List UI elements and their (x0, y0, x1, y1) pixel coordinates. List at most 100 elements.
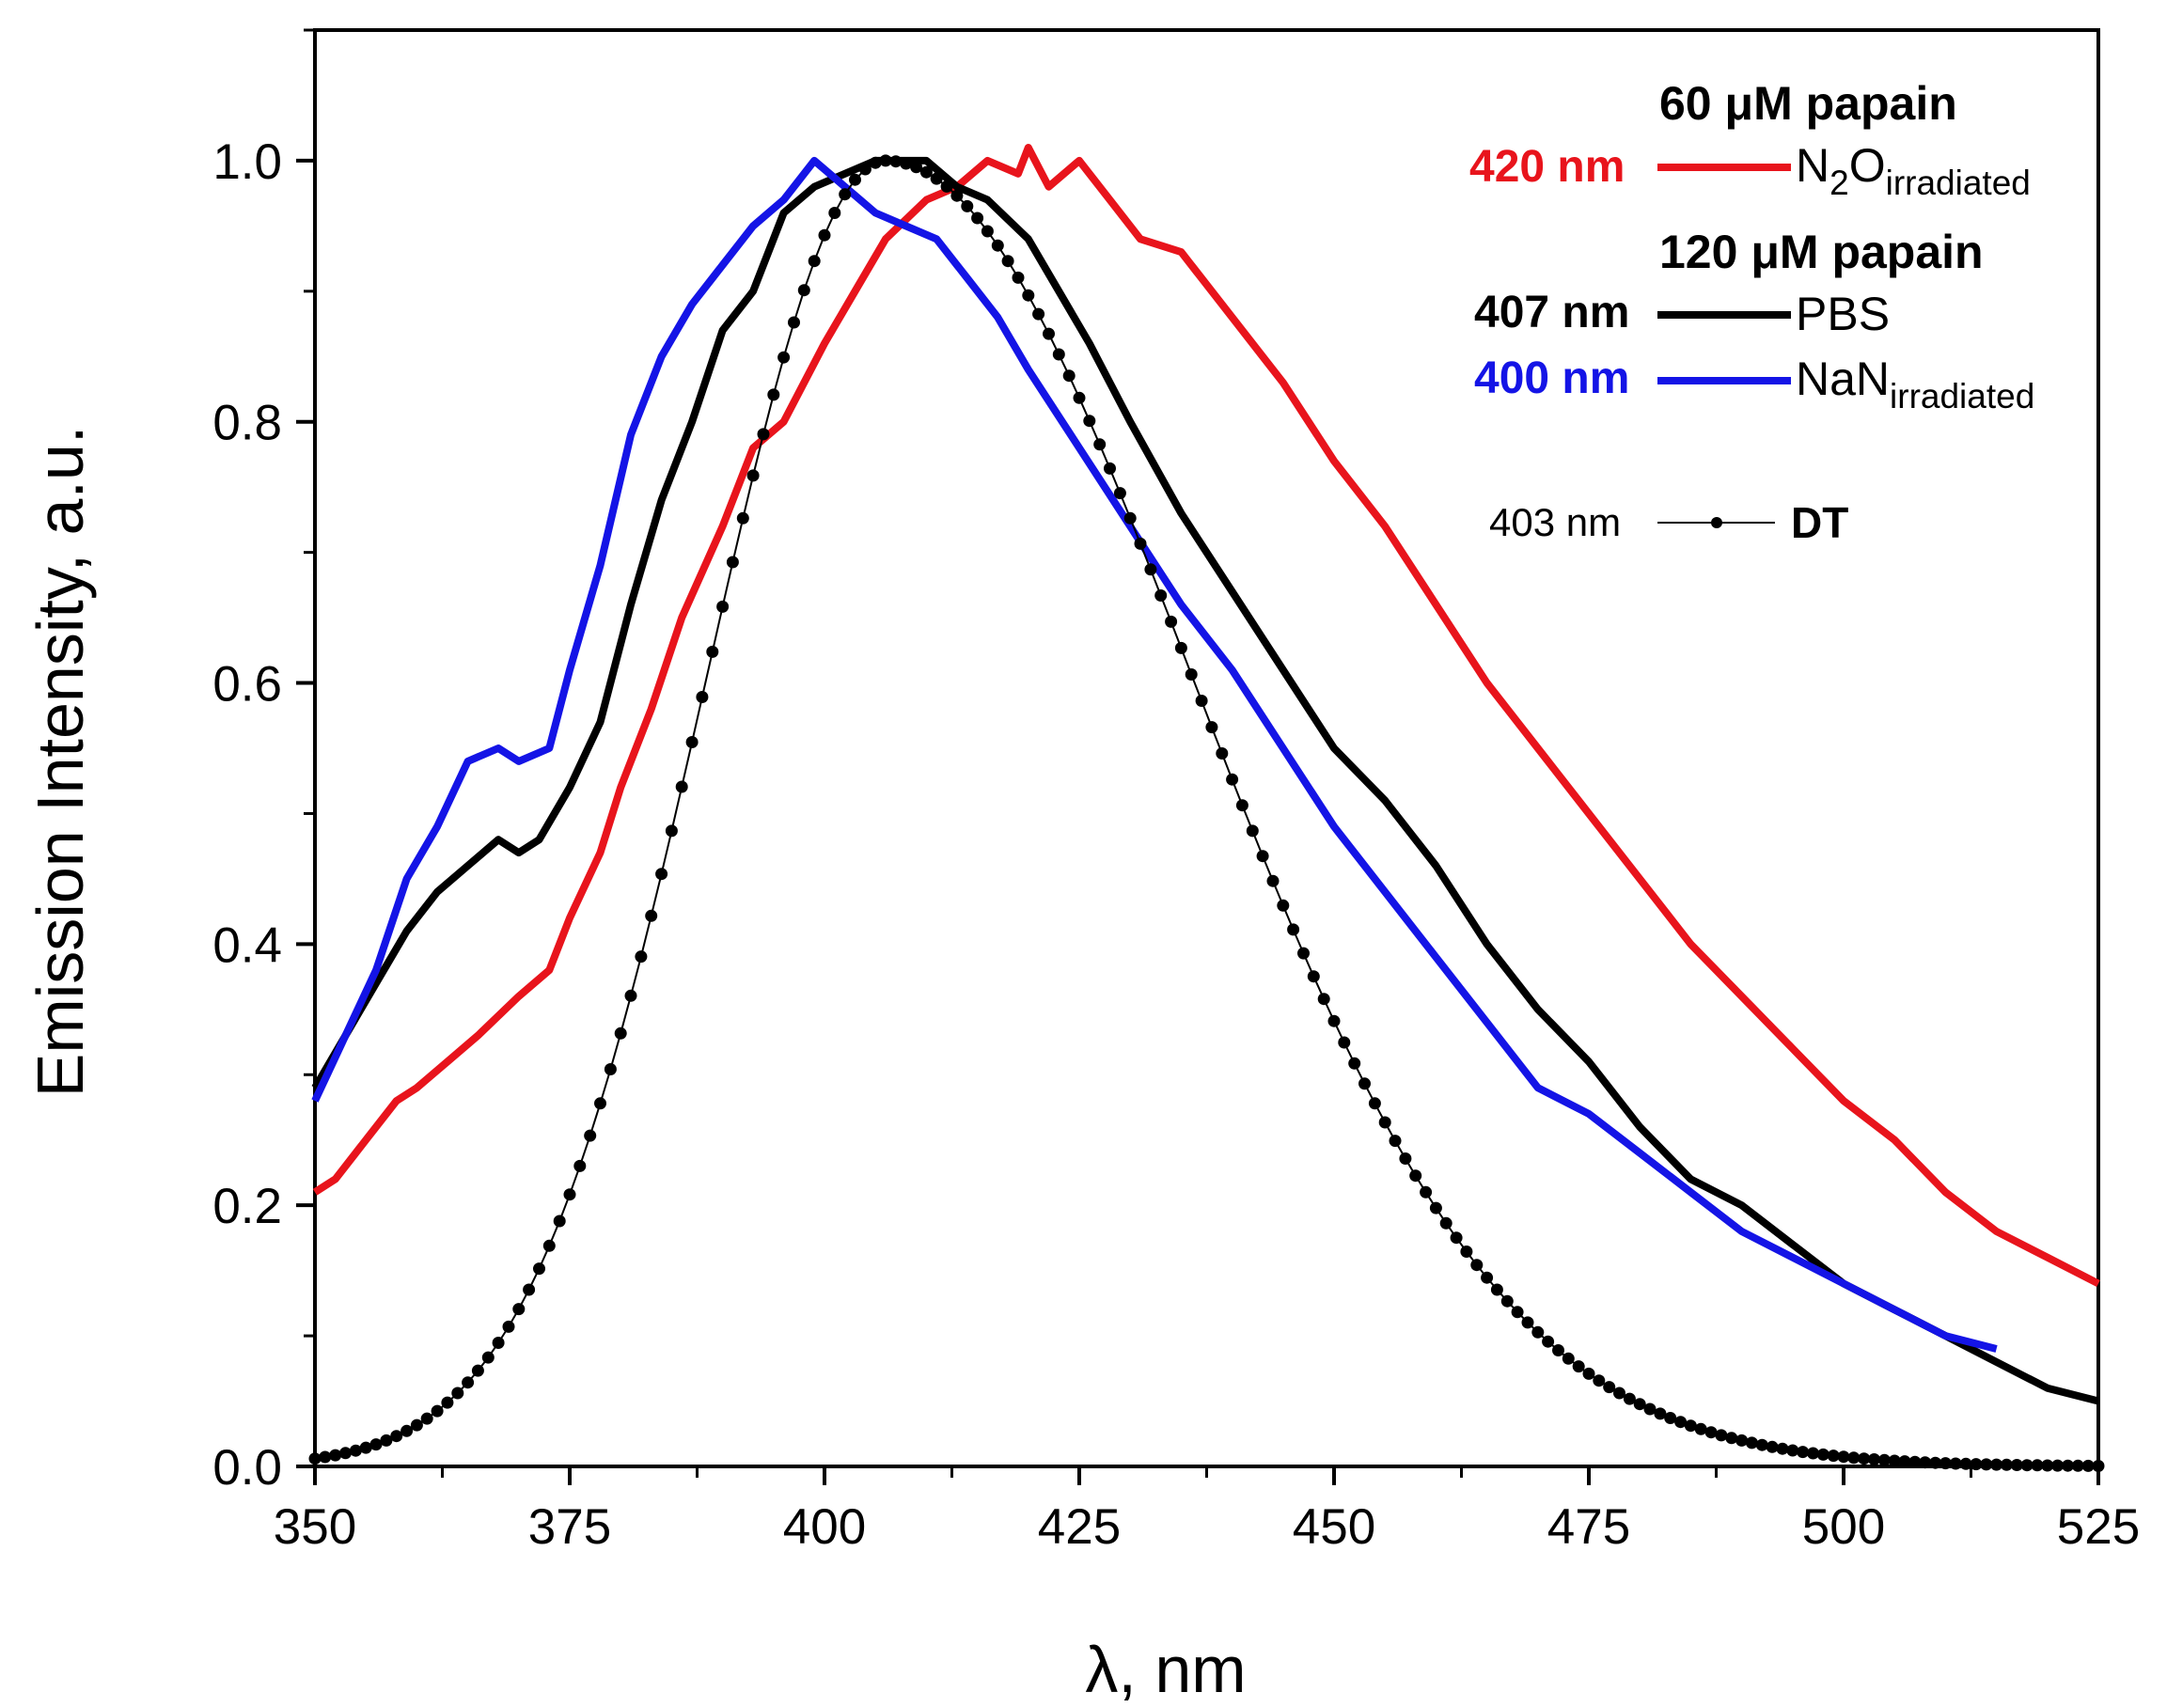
legend-nan-name: NaNirradiated (1796, 353, 2034, 415)
dt-marker (502, 1320, 515, 1333)
dt-marker (1684, 1419, 1697, 1433)
dt-marker (839, 188, 852, 201)
dt-marker (1093, 438, 1107, 451)
dt-marker (1134, 537, 1147, 550)
dt-marker (777, 351, 791, 364)
dt-marker (797, 284, 810, 297)
dt-marker (1715, 1429, 1728, 1442)
dt-marker (1460, 1246, 1473, 1258)
dt-marker (971, 212, 984, 225)
dt-marker (1786, 1444, 1799, 1457)
dt-marker (1970, 1458, 1983, 1471)
dt-marker (1277, 899, 1290, 912)
legend: 60 μM papain 420 nm N2Oirradiated 120 μM… (1469, 77, 2034, 547)
legend-dt-marker (1711, 517, 1722, 528)
dt-marker (1399, 1152, 1412, 1165)
dt-marker (1572, 1360, 1585, 1373)
legend-n2o-sub2: irradiated (1886, 164, 2031, 202)
dt-marker (1174, 641, 1187, 654)
dt-marker (1246, 824, 1259, 838)
dt-marker (359, 1441, 372, 1454)
dt-marker (716, 600, 730, 613)
dt-marker (1043, 327, 1055, 340)
dt-marker (1113, 487, 1126, 500)
dt-marker (2041, 1459, 2054, 1472)
legend-group1-title: 60 μM papain (1659, 77, 1957, 130)
dt-marker (1490, 1283, 1503, 1296)
dt-marker (1766, 1440, 1779, 1453)
dt-marker (481, 1351, 495, 1364)
dt-marker (991, 239, 1004, 252)
dt-marker (1898, 1455, 1911, 1468)
x-tick-label: 400 (783, 1499, 866, 1555)
dt-marker (1266, 874, 1280, 887)
dt-marker (788, 316, 800, 329)
dt-marker (1816, 1448, 1829, 1461)
dt-marker (685, 736, 699, 748)
dt-marker (818, 228, 831, 242)
dt-marker (573, 1159, 587, 1172)
dt-marker (1368, 1097, 1381, 1110)
dt-marker (604, 1063, 617, 1075)
dt-marker (1949, 1457, 1962, 1470)
dt-marker (1654, 1407, 1667, 1420)
y-tick-label: 0.6 (212, 657, 282, 713)
legend-group2-title: 120 μM papain (1659, 226, 1984, 278)
dt-marker (1908, 1455, 1922, 1468)
legend-n2o-peak-label: 420 nm (1469, 142, 1625, 192)
dt-marker (1735, 1434, 1749, 1447)
dt-marker (400, 1424, 414, 1437)
dt-marker (2031, 1459, 2044, 1472)
dt-marker (1420, 1185, 1433, 1199)
dt-marker (1827, 1449, 1840, 1463)
dt-marker (1868, 1453, 1880, 1465)
dt-marker (696, 691, 709, 703)
legend-pbs-peak-label: 407 nm (1474, 288, 1629, 337)
dt-marker (369, 1438, 383, 1451)
x-axis-title: λ, nm (1085, 1633, 1246, 1706)
dt-marker (553, 1214, 566, 1228)
dt-marker (1633, 1398, 1646, 1411)
x-tick-label: 475 (1547, 1499, 1630, 1555)
dt-marker (329, 1449, 342, 1462)
dt-marker (1613, 1387, 1625, 1400)
y-tick-label: 0.2 (212, 1179, 282, 1234)
dt-marker (1297, 947, 1310, 960)
dt-marker (889, 155, 903, 168)
dt-marker (767, 388, 780, 401)
dt-marker (757, 428, 770, 441)
dt-marker (1807, 1447, 1819, 1460)
legend-nan-peak-label: 400 nm (1474, 353, 1629, 403)
dt-marker (1797, 1446, 1810, 1459)
dt-marker (533, 1262, 545, 1276)
dt-marker (1603, 1381, 1616, 1394)
dt-marker (1144, 563, 1157, 576)
dt-marker (451, 1387, 464, 1400)
dt-marker (981, 225, 994, 238)
dt-marker (1664, 1412, 1677, 1424)
dt-marker (1582, 1367, 1595, 1380)
dt-marker (1959, 1457, 1972, 1470)
dt-marker (2071, 1459, 2084, 1472)
dt-marker (2020, 1459, 2034, 1472)
y-tick-label: 0.8 (212, 396, 282, 451)
dt-marker (1542, 1335, 1555, 1348)
legend-n2o-name: N2Oirradiated (1796, 139, 2031, 202)
dt-marker (950, 189, 964, 202)
dt-marker (1929, 1456, 1942, 1469)
dt-marker (380, 1434, 393, 1447)
dt-marker (512, 1303, 526, 1316)
dt-marker (1348, 1057, 1361, 1070)
dt-marker (1256, 850, 1269, 863)
dt-marker (879, 154, 892, 167)
legend-n2o-sub1: 2 (1829, 164, 1849, 202)
legend-dt-name: DT (1791, 498, 1848, 547)
dt-marker (635, 950, 648, 964)
dt-marker (1704, 1426, 1718, 1439)
legend-pbs-name: PBS (1796, 288, 1890, 340)
dt-marker (1154, 589, 1168, 602)
dt-marker (1877, 1453, 1891, 1466)
dt-marker (624, 989, 637, 1002)
dt-marker (1847, 1451, 1861, 1465)
dt-marker (1500, 1294, 1514, 1308)
